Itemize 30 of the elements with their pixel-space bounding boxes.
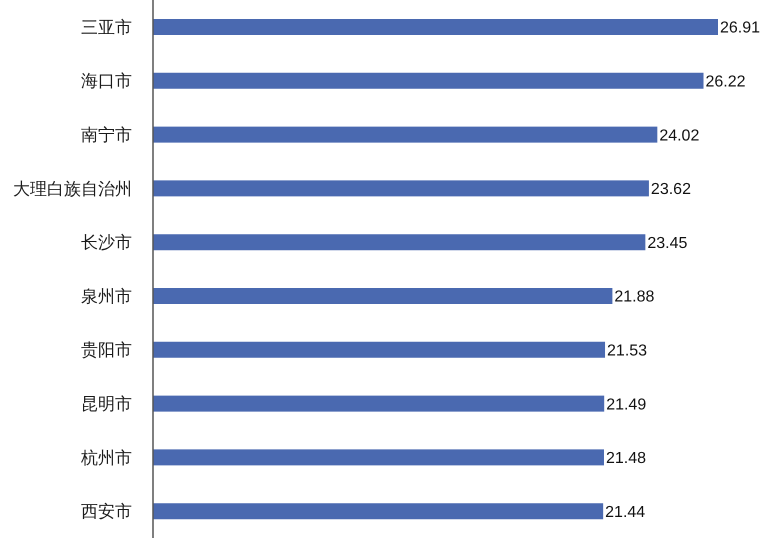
data-label: 21.88 (614, 288, 655, 306)
y-tick-label: 大理白族自治州 (13, 179, 132, 198)
y-tick-label: 西安市 (81, 502, 132, 522)
data-label: 26.91 (720, 20, 760, 37)
y-tick-label: 贵阳市 (81, 340, 132, 360)
bar (153, 342, 606, 358)
bar (153, 288, 612, 304)
bar (153, 126, 658, 143)
y-tick-label: 泉州市 (81, 286, 132, 306)
bar (153, 72, 704, 89)
data-label: 23.45 (647, 234, 688, 252)
data-label: 21.53 (607, 342, 648, 360)
data-label: 24.02 (659, 127, 700, 144)
data-label: 21.48 (606, 450, 646, 468)
data-label: 21.44 (605, 504, 646, 521)
y-tick-label: 南宁市 (81, 126, 132, 145)
y-tick-label: 长沙市 (81, 233, 132, 252)
bar (153, 180, 649, 196)
y-tick-label: 三亚市 (81, 18, 132, 37)
bar (153, 19, 718, 35)
data-label: 26.22 (706, 73, 746, 90)
bar (153, 234, 646, 250)
bar (153, 396, 604, 412)
y-tick-label: 杭州市 (80, 448, 132, 468)
bar (153, 503, 604, 520)
data-label: 23.62 (650, 181, 692, 198)
y-tick-label: 海口市 (81, 72, 132, 91)
data-label: 21.49 (606, 396, 646, 414)
bar (153, 449, 604, 466)
y-tick-label: 昆明市 (81, 394, 132, 414)
